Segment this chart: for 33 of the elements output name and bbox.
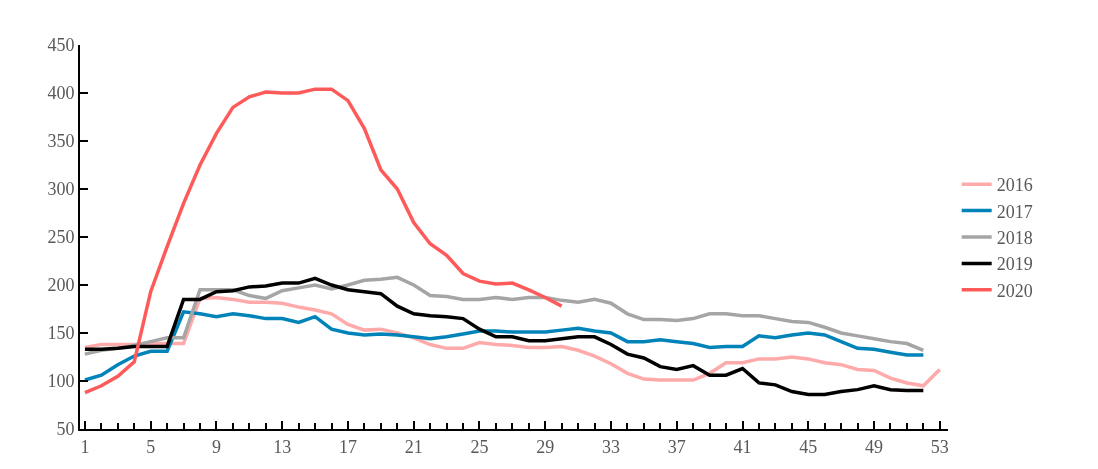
y-tick-label: 450	[47, 35, 75, 56]
line-series	[83, 87, 564, 395]
legend-label: 2019	[996, 254, 1033, 275]
y-tick-label: 300	[47, 179, 75, 200]
x-tick-label: 49	[865, 436, 884, 457]
x-tick-label: 25	[470, 436, 489, 457]
x-tick-label: 17	[338, 436, 357, 457]
x-tick-label: 29	[536, 436, 555, 457]
line-series	[83, 275, 926, 356]
y-tick-label: 250	[47, 227, 75, 248]
x-tick-label: 5	[146, 436, 156, 457]
x-tick-label: 45	[799, 436, 818, 457]
legend-label: 2020	[996, 280, 1033, 301]
x-tick-label: 1	[80, 436, 90, 457]
x-tick-label: 13	[273, 436, 292, 457]
y-tick-label: 350	[47, 131, 75, 152]
y-tick-label: 200	[47, 275, 75, 296]
y-tick-label: 400	[47, 83, 75, 104]
line-series	[83, 295, 942, 388]
legend-label: 2018	[996, 228, 1033, 249]
x-tick-label: 21	[404, 436, 423, 457]
line-series	[83, 310, 926, 382]
x-tick-label: 53	[930, 436, 949, 457]
x-tick-label: 9	[211, 436, 221, 457]
legend-label: 2016	[996, 175, 1033, 196]
y-tick-label: 150	[47, 323, 75, 344]
y-tick-label: 50	[56, 419, 75, 440]
y-tick-label: 100	[47, 371, 75, 392]
x-tick-label: 41	[733, 436, 752, 457]
legend-label: 2017	[996, 201, 1033, 222]
line-series	[83, 276, 926, 397]
x-tick-label: 37	[667, 436, 686, 457]
x-tick-label: 33	[601, 436, 620, 457]
